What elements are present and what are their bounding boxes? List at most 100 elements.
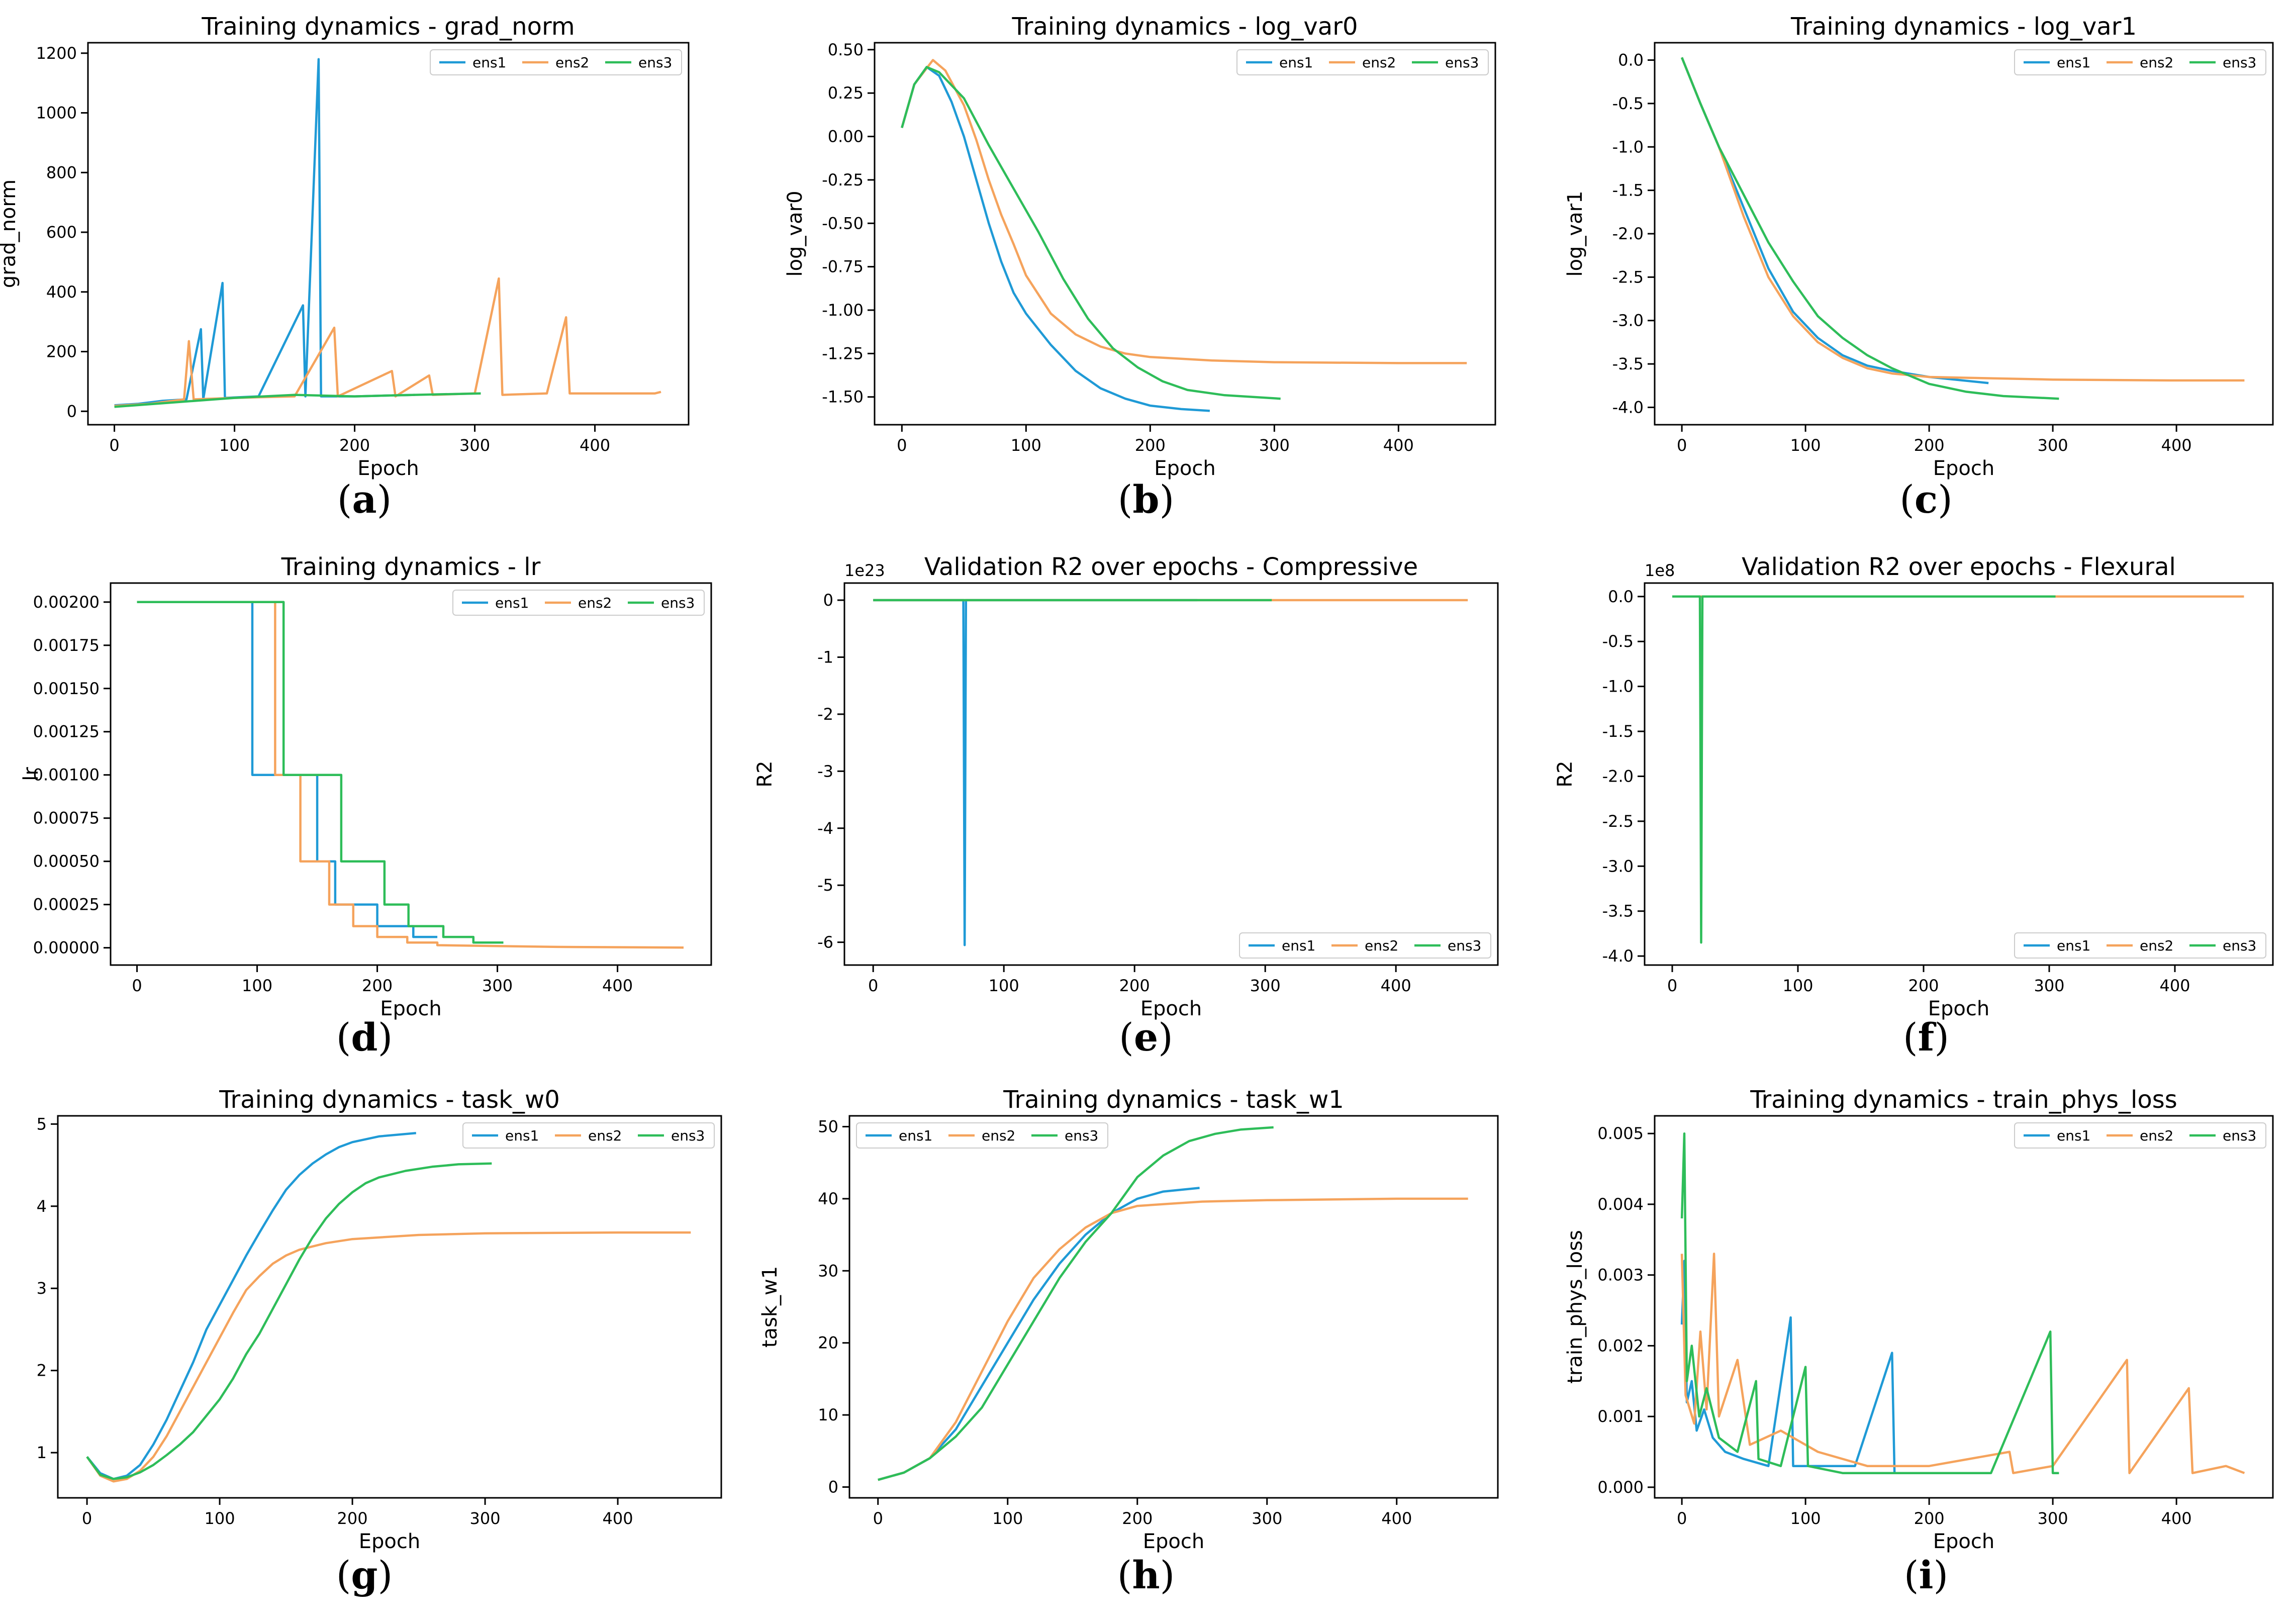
caption-letter: e [1134, 1015, 1158, 1060]
y-axis-label: log_var1 [1564, 190, 1587, 276]
caption-letter: d [351, 1015, 377, 1060]
x-tick-label: 0 [897, 436, 907, 455]
caption-paren-open: ( [336, 1015, 351, 1060]
legend-label-ens2: ens2 [1365, 937, 1398, 954]
y-tick-label: -4 [817, 819, 833, 838]
legend: ens1 ens2 ens3 [1236, 49, 1489, 75]
y-tick-label: -5 [817, 876, 833, 895]
chart-title: Training dynamics - task_w1 [1003, 1086, 1344, 1114]
panel-caption: (b) [1118, 477, 1174, 522]
series-line-ens2 [1681, 57, 2245, 382]
chart-panel-e: 0 100 200 300 400 0 -1 -2 -3 -4 -5 -6 1e23 Validation… [753, 553, 1499, 1060]
x-tick-label: 200 [1135, 436, 1166, 455]
legend-label-ens3: ens3 [2223, 937, 2256, 954]
x-tick-label: 200 [1914, 436, 1945, 455]
series-group [1681, 57, 2245, 400]
y-tick-label: -1.0 [1602, 677, 1634, 696]
x-axis-label: Epoch [1154, 457, 1215, 480]
x-tick-label: 100 [1790, 436, 1821, 455]
x-tick-label: 200 [1914, 1509, 1945, 1528]
chart-title: Training dynamics - grad_norm [201, 13, 575, 41]
y-tick-label: 0.00 [828, 127, 864, 146]
caption-letter: b [1132, 477, 1159, 522]
legend-label-ens3: ens3 [671, 1127, 705, 1144]
legend-label-ens1: ens1 [472, 54, 506, 71]
legend-label-ens3: ens3 [1445, 54, 1479, 71]
series-group [114, 58, 661, 408]
y-tick-label: -1.00 [822, 301, 864, 320]
chart-panel-f: 0 100 200 300 400 0.0 -0.5 -1.0 -1.5 -2.0 -2.5 -3.0… [1554, 553, 2274, 1060]
legend-box [430, 49, 682, 75]
x-tick-label: 200 [1908, 976, 1939, 995]
x-tick-label: 200 [362, 976, 393, 995]
x-tick-label: 400 [580, 436, 610, 455]
x-tick-label: 400 [602, 976, 633, 995]
y-tick-label: -3.0 [1602, 856, 1634, 876]
legend: ens1 ens2 ens3 [856, 1122, 1108, 1149]
series-group [1672, 595, 2244, 944]
chart-panel-a: 0 100 200 300 400 0 200 400 600 800 1000 1200 Traini… [0, 13, 690, 522]
caption-paren-open: ( [1118, 477, 1133, 522]
legend-label-ens2: ens2 [2140, 1127, 2173, 1144]
y-tick-label: 0.25 [828, 83, 864, 103]
x-tick-label: 300 [470, 1509, 501, 1528]
x-axis-label: Epoch [1933, 1530, 1994, 1553]
series-line-ens1 [901, 66, 1210, 412]
series-line-ens1 [137, 601, 438, 938]
x-tick-label: 400 [2161, 436, 2192, 455]
y-tick-label: -3.5 [1612, 354, 1644, 373]
x-axis-label: Epoch [1928, 997, 1989, 1020]
x-axis-label: Epoch [1140, 997, 1202, 1020]
y-tick-label: 0.50 [828, 40, 864, 59]
axis-multiplier: 1e8 [1645, 561, 1675, 580]
caption-letter: h [1132, 1553, 1160, 1597]
legend-box [1236, 49, 1489, 75]
caption-paren-close: ) [1160, 477, 1175, 522]
legend-label-ens2: ens2 [2140, 54, 2173, 71]
y-tick-label: -0.5 [1602, 632, 1634, 651]
legend-box [452, 590, 705, 616]
x-tick-label: 400 [1381, 1509, 1412, 1528]
y-tick-label: -3.0 [1612, 311, 1644, 330]
caption-paren-open: ( [1899, 477, 1915, 522]
legend: ens1 ens2 ens3 [430, 49, 682, 75]
legend-label-ens2: ens2 [588, 1127, 622, 1144]
legend-label-ens1: ens1 [2057, 54, 2090, 71]
plot-frame [87, 42, 690, 426]
y-tick-label: 20 [818, 1333, 838, 1353]
y-tick-label: -2.5 [1612, 267, 1644, 286]
caption-paren-close: ) [378, 1015, 393, 1060]
y-tick-label: 5 [37, 1114, 47, 1133]
y-tick-label: -2.0 [1602, 767, 1634, 786]
caption-paren-close: ) [1938, 477, 1953, 522]
y-tick-label: -0.75 [822, 257, 864, 276]
legend-box [2014, 1122, 2266, 1149]
caption-paren-open: ( [1903, 1015, 1918, 1060]
x-tick-label: 100 [1790, 1509, 1821, 1528]
legend-label-ens1: ens1 [495, 595, 529, 611]
panel-caption: (g) [336, 1553, 393, 1597]
x-tick-label: 300 [1259, 436, 1290, 455]
legend-label-ens2: ens2 [555, 54, 589, 71]
y-tick-label: 0.00175 [33, 636, 100, 655]
y-tick-label: 400 [46, 282, 77, 302]
caption-letter: f [1918, 1015, 1937, 1060]
x-axis-label: Epoch [1933, 457, 1994, 480]
series-line-ens1 [1680, 1260, 1989, 1474]
x-tick-label: 0 [1677, 1509, 1687, 1528]
legend-label-ens2: ens2 [1362, 54, 1396, 71]
chart-title: Training dynamics - lr [281, 553, 541, 581]
plot-frame [1644, 582, 2274, 966]
caption-letter: g [351, 1553, 377, 1597]
y-tick-label: -1 [817, 647, 833, 666]
x-tick-label: 0 [868, 976, 878, 995]
panel-caption: (a) [337, 477, 392, 522]
series-line-ens1 [86, 1132, 417, 1480]
plot-frame [874, 42, 1496, 426]
plot-frame [57, 1115, 722, 1499]
x-tick-label: 100 [992, 1509, 1023, 1528]
chart-title: Training dynamics - train_phys_loss [1750, 1086, 2177, 1114]
y-tick-label: -4.0 [1602, 946, 1634, 966]
x-tick-label: 300 [2034, 976, 2064, 995]
